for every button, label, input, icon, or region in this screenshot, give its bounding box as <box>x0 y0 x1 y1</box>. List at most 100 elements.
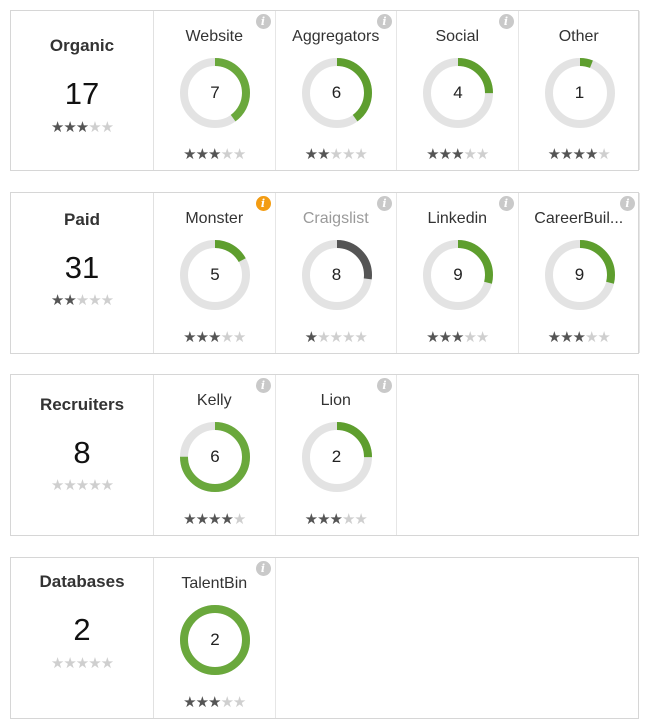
channel-craigslist[interactable]: Craigslist i 8 ★★★★★ <box>276 193 397 353</box>
donut-chart: 8 <box>300 238 374 312</box>
star-icon: ★ <box>560 145 573 163</box>
info-icon[interactable]: i <box>255 378 271 393</box>
channel-count: 9 <box>453 265 463 284</box>
channel-kelly[interactable]: Kelly i 6 ★★★★★ <box>154 375 276 535</box>
star-icon: ★ <box>584 145 598 163</box>
section-title: Organic <box>49 36 115 55</box>
section-rating: ★★★★★ <box>11 655 153 671</box>
star-icon: ★ <box>88 118 101 136</box>
star-icon: ★ <box>304 328 318 346</box>
ring-progress <box>301 240 372 310</box>
star-icon: ★ <box>426 328 439 346</box>
star-icon: ★ <box>451 145 464 163</box>
star-icon: ★ <box>183 328 196 346</box>
star-icon: ★ <box>183 145 196 163</box>
channel-careerbuil[interactable]: CareerBuil... i 9 ★★★★★ <box>519 193 640 353</box>
star-icon: ★ <box>354 328 367 346</box>
info-icon[interactable]: i <box>255 561 271 576</box>
star-icon: ★ <box>63 476 76 494</box>
star-icon: ★ <box>426 145 439 163</box>
channel-monster[interactable]: Monster i 5 ★★★★★ <box>154 193 276 353</box>
star-icon: ★ <box>572 328 586 346</box>
star-icon: ★ <box>438 328 452 346</box>
channel-website[interactable]: Website i 7 ★★★★★ <box>154 11 276 170</box>
star-icon: ★ <box>208 510 221 528</box>
star-icon: ★ <box>560 328 573 346</box>
star-icon: ★ <box>354 145 367 163</box>
star-icon: ★ <box>304 145 318 163</box>
star-icon: ★ <box>341 510 355 528</box>
warning-info-icon[interactable]: i <box>255 196 271 211</box>
section-rating: ★★★★★ <box>11 292 153 308</box>
star-icon: ★ <box>100 476 114 494</box>
star-icon: ★ <box>75 476 89 494</box>
channel-name: Website <box>185 28 243 45</box>
section-summary: Organic 17 ★★★★★ <box>11 11 154 170</box>
info-icon[interactable]: i <box>498 196 514 211</box>
section-title: Recruiters <box>39 395 125 414</box>
channel-rating: ★★★★★ <box>397 329 518 345</box>
section-rating: ★★★★★ <box>11 477 153 493</box>
info-icon[interactable]: i <box>255 14 271 29</box>
star-icon: ★ <box>451 328 464 346</box>
info-icon[interactable]: i <box>377 196 392 211</box>
channel-talentbin[interactable]: TalentBin i 2 ★★★★★ <box>154 558 276 718</box>
section-count: 17 <box>64 76 100 111</box>
channel-rating: ★★★★★ <box>154 146 275 162</box>
star-icon: ★ <box>317 145 330 163</box>
star-icon: ★ <box>50 476 64 494</box>
section-title: Paid <box>64 210 100 229</box>
star-icon: ★ <box>88 654 101 672</box>
donut-chart: 6 <box>300 56 374 130</box>
ring-progress <box>180 605 250 675</box>
donut-chart: 7 <box>178 56 252 130</box>
star-icon: ★ <box>183 693 196 711</box>
star-icon: ★ <box>75 291 89 309</box>
channel-name: TalentBin <box>181 575 248 592</box>
channel-social[interactable]: Social i 4 ★★★★★ <box>397 11 519 170</box>
channel-rating: ★★★★★ <box>397 146 518 162</box>
star-icon: ★ <box>100 118 114 136</box>
channel-name: Craigslist <box>302 210 369 227</box>
channel-count: 6 <box>331 83 342 102</box>
ring-progress <box>423 58 493 128</box>
star-icon: ★ <box>329 145 343 163</box>
info-icon[interactable]: i <box>377 378 392 393</box>
star-icon: ★ <box>100 291 114 309</box>
star-icon: ★ <box>584 328 598 346</box>
channel-count: 6 <box>210 447 220 466</box>
info-icon[interactable]: i <box>377 14 392 29</box>
section-title: Databases <box>39 572 125 591</box>
channel-name: Social <box>435 28 480 45</box>
channel-rating: ★★★★★ <box>154 694 275 710</box>
donut-chart: 4 <box>421 56 495 130</box>
channel-aggregators[interactable]: Aggregators i 6 ★★★★★ <box>276 11 397 170</box>
ring-progress <box>301 58 372 128</box>
star-icon: ★ <box>195 328 209 346</box>
donut-chart: 9 <box>543 238 617 312</box>
star-icon: ★ <box>463 145 476 163</box>
channel-name: Kelly <box>196 392 232 409</box>
channel-other[interactable]: Other 1 ★★★★★ <box>519 11 640 170</box>
channel-count: 1 <box>574 83 585 102</box>
section-summary: Recruiters 8 ★★★★★ <box>11 375 154 535</box>
star-icon: ★ <box>329 328 343 346</box>
channel-lion[interactable]: Lion i 2 ★★★★★ <box>276 375 397 535</box>
star-icon: ★ <box>317 510 330 528</box>
info-icon[interactable]: i <box>498 14 514 29</box>
info-icon[interactable]: i <box>620 196 635 211</box>
star-icon: ★ <box>547 145 561 163</box>
ring-progress <box>180 422 250 492</box>
section-count: 2 <box>73 612 91 647</box>
star-icon: ★ <box>50 291 64 309</box>
star-icon: ★ <box>88 291 101 309</box>
channel-linkedin[interactable]: Linkedin i 9 ★★★★★ <box>397 193 519 353</box>
star-icon: ★ <box>208 693 221 711</box>
channel-count: 2 <box>331 447 342 466</box>
channel-count: 2 <box>210 630 220 649</box>
channel-name: Lion <box>320 392 351 409</box>
star-icon: ★ <box>572 145 586 163</box>
star-icon: ★ <box>304 510 318 528</box>
star-icon: ★ <box>100 654 114 672</box>
star-icon: ★ <box>597 328 610 346</box>
